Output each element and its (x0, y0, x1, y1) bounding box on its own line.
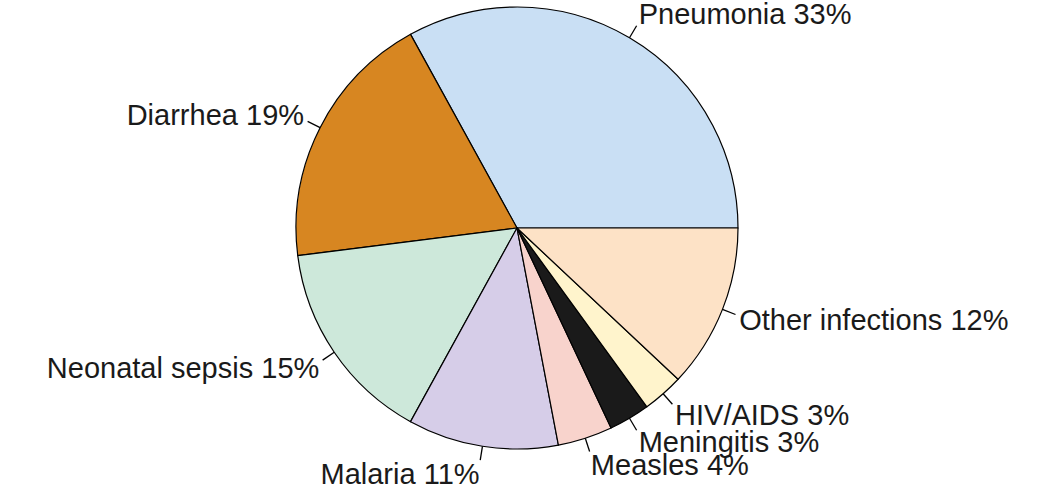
chart: Pneumonia33% Diarrhea19% Neonatal sepsis15… (0, 0, 1050, 497)
data-label: Neonatal sepsis15% (47, 352, 320, 384)
leader-line (629, 26, 636, 38)
data-label: Other infections12% (739, 304, 1008, 336)
leader-line (629, 418, 636, 430)
slice (517, 228, 738, 379)
label-category: Diarrhea (127, 99, 239, 131)
label-value: 12% (950, 304, 1008, 336)
labels: Pneumonia33% Diarrhea19% Neonatal sepsis15… (47, 0, 1009, 490)
label-category: Pneumonia (639, 0, 787, 30)
data-label: Diarrhea19% (127, 99, 304, 131)
leader-line (722, 309, 735, 314)
data-label: HIV/AIDS3% (675, 399, 849, 431)
label-category: Malaria (321, 458, 417, 490)
leader-line (323, 352, 335, 360)
leader-line (480, 446, 482, 460)
label-category: Other infections (739, 304, 942, 336)
data-label: Meningitis3% (639, 426, 820, 458)
label-value: 33% (793, 0, 851, 30)
slices (296, 7, 738, 449)
label-value: 11% (424, 458, 480, 490)
label-value: 15% (261, 352, 319, 384)
label-value: 19% (246, 99, 304, 131)
label-value: 3% (807, 399, 849, 431)
pie: Pneumonia33% Diarrhea19% Neonatal sepsis15… (47, 0, 1009, 490)
label-value: 3% (777, 426, 819, 458)
leader-line (585, 438, 589, 451)
label-category: HIV/AIDS (675, 399, 799, 431)
leader-line (663, 394, 672, 405)
label-category: Meningitis (639, 426, 770, 458)
data-label: Pneumonia33% (639, 0, 852, 30)
data-label: Malaria11% (321, 458, 480, 490)
slice (296, 34, 517, 255)
leader-line (308, 121, 320, 127)
label-category: Neonatal sepsis (47, 352, 253, 384)
